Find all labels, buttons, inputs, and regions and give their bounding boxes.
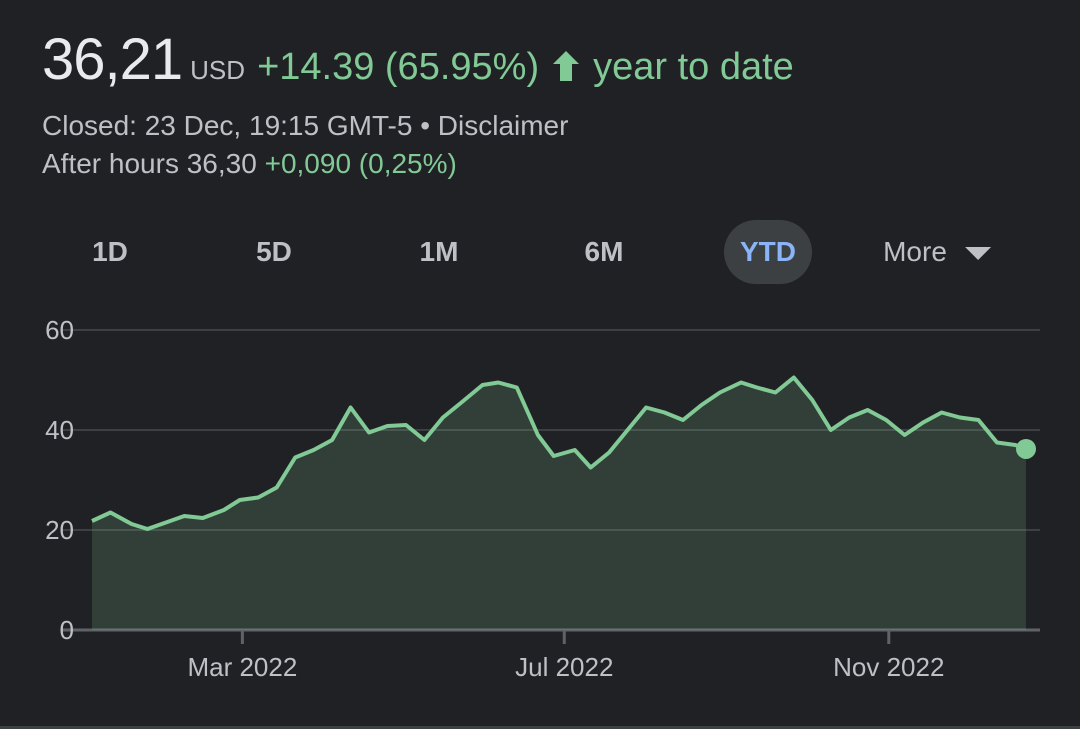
last-price-dot	[1016, 438, 1036, 459]
y-tick-label: 60	[45, 315, 74, 345]
chart-line	[91, 375, 1027, 531]
closed-text: Closed: 23 Dec, 19:15 GMT-5	[42, 110, 413, 141]
x-tick-label: Mar 2022	[187, 652, 297, 682]
tab-1m[interactable]: 1M	[419, 236, 459, 267]
tab-ytd[interactable]: YTD	[724, 220, 812, 284]
period-label: year to date	[593, 46, 794, 88]
y-tick-label: 20	[45, 515, 74, 545]
chart-grid	[62, 329, 1040, 632]
after-hours-change: +0,090 (0,25%)	[264, 148, 457, 179]
currency-label: USD	[190, 55, 246, 85]
tab-5d[interactable]: 5D	[256, 236, 292, 267]
after-hours-line: After hours 36,30 +0,090 (0,25%)	[42, 145, 1060, 183]
disclaimer-link[interactable]: Disclaimer	[437, 110, 569, 141]
chart-area	[92, 377, 1026, 630]
bottom-divider	[0, 726, 1080, 729]
current-price: 36,21	[42, 27, 183, 92]
x-axis-ticks: Mar 2022 Jul 2022 Nov 2022	[187, 630, 944, 682]
price-chart[interactable]: 60 40 20 0 Mar 2022 Jul 2022 Nov 2022	[0, 300, 1080, 700]
range-tabs: 1D 5D 1M 6M YTD More	[0, 220, 1080, 284]
closed-line: Closed: 23 Dec, 19:15 GMT-5 • Disclaimer	[42, 107, 1060, 145]
caret-down-icon	[964, 246, 991, 260]
arrow-up-icon	[551, 49, 581, 83]
price-change: +14.39 (65.95%)	[257, 46, 540, 88]
separator: •	[420, 110, 430, 141]
more-label: More	[883, 236, 947, 267]
quote-header: 36,21 USD +14.39 (65.95%) year to date C…	[42, 26, 1060, 183]
y-axis-ticks: 60 40 20 0	[45, 315, 74, 645]
price-row: 36,21 USD +14.39 (65.95%) year to date	[42, 26, 1060, 93]
tab-6m[interactable]: 6M	[584, 236, 624, 267]
tab-1d[interactable]: 1D	[92, 236, 128, 267]
x-tick-label: Jul 2022	[515, 652, 613, 682]
y-tick-label: 0	[60, 615, 74, 645]
after-hours-label: After hours 36,30	[42, 148, 257, 179]
tab-more[interactable]: More	[867, 220, 1007, 284]
x-tick-label: Nov 2022	[833, 652, 944, 682]
y-tick-label: 40	[45, 415, 74, 445]
